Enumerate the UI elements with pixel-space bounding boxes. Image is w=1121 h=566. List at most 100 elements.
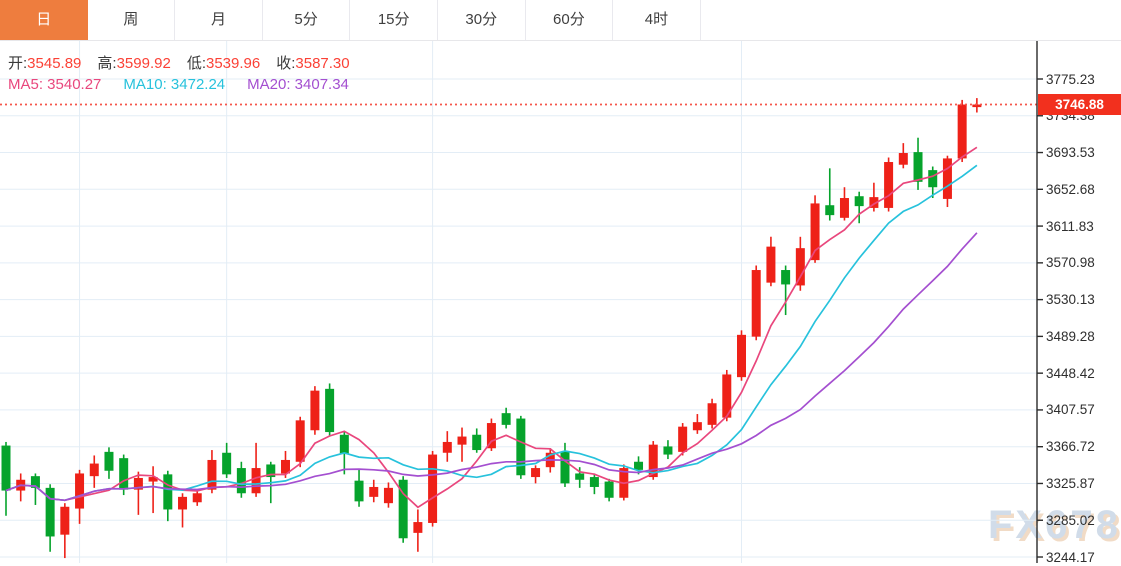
candle-body (30, 476, 40, 488)
candle-body (722, 374, 732, 418)
candle-body (781, 270, 791, 285)
candle-body (575, 473, 585, 480)
y-axis-label: 3693.53 (1046, 145, 1095, 161)
candle-body (751, 270, 761, 337)
candle (839, 187, 849, 221)
tab-h4[interactable]: 4时 (613, 0, 701, 40)
y-axis-label: 3611.83 (1046, 218, 1094, 234)
ma-line-ma20 (5, 232, 978, 502)
candle-body (222, 452, 232, 475)
ma-lines (5, 146, 978, 509)
candle (942, 155, 952, 208)
candle (60, 503, 70, 559)
candle-body (236, 468, 246, 494)
last-price-badge: 3746.88 (1038, 94, 1121, 116)
tab-month[interactable]: 月 (175, 0, 263, 40)
candle (89, 455, 99, 488)
ma-line-ma5 (5, 146, 978, 509)
candle (45, 484, 55, 552)
candle-body (398, 479, 408, 539)
candle (486, 418, 496, 451)
gridlines (0, 41, 1037, 563)
candle (751, 265, 761, 341)
candle (148, 466, 158, 514)
candle-body (369, 486, 379, 497)
candle-body (280, 459, 290, 474)
candle (30, 473, 40, 505)
tab-m30[interactable]: 30分 (437, 0, 526, 40)
ohlc-legend-item: 低:3539.96 (186, 55, 261, 72)
candle (413, 509, 423, 552)
y-axis-label: 3775.23 (1046, 71, 1095, 87)
candle-body (516, 418, 526, 476)
candle (516, 415, 526, 479)
y-axis-label: 3489.28 (1046, 328, 1095, 344)
candle-body (133, 477, 143, 490)
candle-body (869, 197, 879, 208)
candle (575, 467, 585, 488)
candle (310, 386, 320, 435)
candle (589, 473, 599, 495)
candle-body (648, 444, 658, 478)
candle-body (898, 153, 908, 165)
tab-m5[interactable]: 5分 (262, 0, 351, 40)
y-axis-label: 3570.98 (1046, 255, 1095, 271)
candle-body (442, 441, 452, 453)
candle (501, 407, 511, 429)
tab-m60[interactable]: 60分 (525, 0, 614, 40)
candle (178, 493, 188, 528)
candle-body (972, 104, 982, 108)
candle-body (531, 468, 541, 478)
candle (928, 166, 938, 199)
y-axis-label: 3366.72 (1046, 439, 1095, 455)
candle-body (104, 451, 114, 471)
candle (663, 440, 673, 460)
candle (16, 473, 26, 502)
candle-body (957, 104, 967, 159)
candle-body (89, 463, 99, 477)
candle-body (692, 422, 702, 431)
candle (531, 465, 541, 484)
candles (1, 98, 982, 559)
candle-body (1, 445, 11, 491)
ma-legend-item-ma5: MA5: 3540.27 (8, 76, 102, 93)
candle-body (60, 506, 70, 535)
candle (1, 441, 11, 516)
candle (560, 442, 570, 487)
tab-week[interactable]: 周 (87, 0, 176, 40)
candle-body (148, 477, 158, 482)
candle (604, 478, 614, 502)
candle (133, 471, 143, 515)
candle-body (766, 246, 776, 283)
y-axis-label: 3285.02 (1046, 512, 1095, 528)
timeframe-tabbar: 日周月 5分 15分 30分 60分 4时 (0, 0, 1121, 41)
candle (354, 469, 364, 507)
candle-body (795, 248, 805, 286)
candle (251, 442, 261, 497)
candle-body (266, 464, 276, 478)
candle-body (383, 487, 393, 504)
candle (707, 398, 717, 429)
tab-m15[interactable]: 15分 (350, 0, 438, 40)
candle-body (486, 423, 496, 449)
candle (163, 470, 173, 522)
tab-day[interactable]: 日 (0, 0, 88, 40)
candle-body (192, 493, 202, 503)
candle-body (325, 388, 335, 433)
y-axis-label: 3652.68 (1046, 181, 1095, 197)
candle-body (560, 451, 570, 484)
candle-body (884, 162, 894, 208)
candle (957, 99, 967, 163)
candle (678, 423, 688, 456)
candle (722, 369, 732, 422)
candle (442, 431, 452, 462)
candle (913, 137, 923, 190)
candle-body (178, 496, 188, 510)
candle-body (457, 436, 467, 445)
candle-body (913, 152, 923, 182)
ohlc-legend-item: 开:3545.89 (8, 55, 82, 72)
candle (398, 476, 408, 543)
candle-body (428, 454, 438, 523)
candle-body (825, 205, 835, 216)
